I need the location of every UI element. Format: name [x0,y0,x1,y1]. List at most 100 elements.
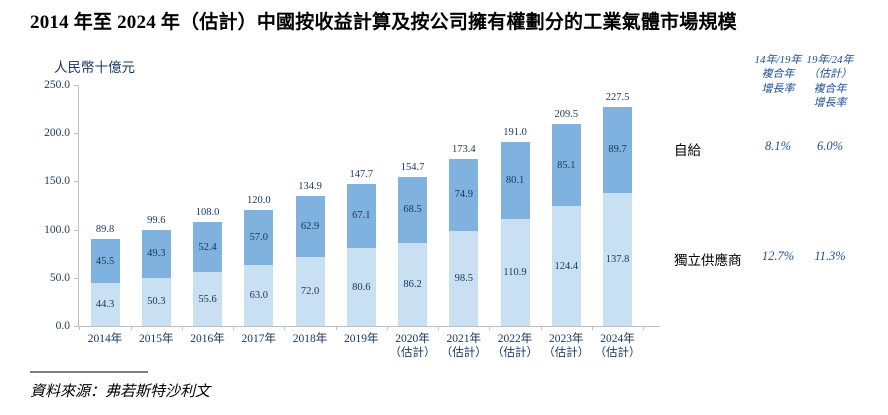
segment-value-label: 67.1 [352,210,371,222]
y-axis-line [78,85,79,326]
plot-area: 0.0 50.0 100.0 150.0 200.0 250.0 44.3 45.5 89.8 2… [44,79,660,359]
x-axis-label: 2016年 [190,333,225,345]
x-tick-mark [233,326,235,330]
x-axis-label: 2022年 （估計） [492,333,538,360]
bar-segment-independent: 110.9 [500,219,530,326]
cagr-table: 14年/19年 複合年 增長率 19年/24年 （估計） 複合年 增長率自給 8.1… [662,53,880,323]
x-tick-mark [181,326,183,330]
bar-total-label: 209.5 [554,109,579,121]
x-axis-label: 2020年 （估計） [389,333,436,360]
bar-segment-self-supply: 85.1 [551,124,581,207]
cagr-row-label: 自給 [674,143,701,158]
bar-segment-independent: 137.8 [603,193,632,326]
x-tick-mark [130,326,132,330]
bar-segment-independent: 44.3 [90,283,120,326]
x-axis-label: 2014年 [87,333,123,345]
y-tick-mark [74,277,78,279]
cagr-column-header: 19年/24年 （估計） 複合年 增長率 [806,54,854,109]
segment-value-label: 45.5 [95,255,115,267]
bar-total-label: 134.9 [298,180,322,192]
bar-segment-independent: 98.5 [449,231,479,326]
bar-segment-independent: 86.2 [398,242,427,326]
chart-title: 2014 年至 2024 年（估計）中國按收益計算及按公司擁有權劃分的工業氣體市… [30,12,737,33]
bar-segment-independent: 80.6 [346,248,376,326]
segment-value-label: 80.6 [352,281,371,293]
bar-segment-self-supply: 67.1 [346,183,376,249]
y-tick-label: 150.0 [44,175,70,188]
x-tick-mark [79,326,81,330]
segment-value-label: 137.8 [605,254,630,266]
bar-segment-independent: 63.0 [244,265,274,326]
bar-total-label: 154.7 [400,161,425,173]
bar-total-label: 89.8 [95,224,115,236]
y-tick-label: 200.0 [44,127,70,140]
x-tick-mark [643,326,645,330]
segment-value-label: 74.9 [454,189,473,201]
segment-value-label: 50.3 [147,296,166,308]
segment-value-label: 85.1 [557,159,576,171]
x-tick-mark [591,326,593,330]
x-tick-mark [540,326,542,330]
x-tick-mark [335,326,337,330]
bar-segment-self-supply: 49.3 [141,230,171,278]
segment-value-label: 80.1 [505,174,525,186]
cagr-column-header: 14年/19年 複合年 增長率 [754,54,802,95]
bar-total-label: 191.0 [503,126,527,138]
bar-total-label: 147.7 [349,168,374,180]
x-axis-line [78,326,660,327]
x-tick-mark [489,326,491,330]
y-tick-mark [74,181,78,183]
x-axis-label: 2015年 [139,333,174,345]
y-tick-mark [74,229,78,231]
segment-value-label: 124.4 [554,260,579,272]
bar-segment-self-supply: 89.7 [603,106,632,194]
bar-total-label: 108.0 [195,206,220,218]
segment-value-label: 49.3 [147,248,166,260]
segment-value-label: 44.3 [95,299,115,311]
bar-segment-self-supply: 74.9 [449,158,479,232]
cagr-value: 6.0% [816,139,844,153]
segment-value-label: 52.4 [198,241,217,253]
bar-total-label: 120.0 [246,195,271,207]
y-tick-label: 0.0 [55,320,70,332]
x-axis-label: 2019年 [344,333,379,345]
cagr-value: 8.1% [764,139,792,153]
bar-total-label: 173.4 [451,143,476,155]
y-tick-mark [74,326,78,327]
x-axis-label: 2017年 [241,333,277,345]
y-axis-unit-label: 人民幣十億元 [54,60,135,75]
segment-value-label: 72.0 [300,285,320,297]
x-axis-label: 2021年 （估計） [440,333,487,360]
x-axis-label: 2024年 （估計） [594,333,641,360]
y-tick-mark [74,133,78,135]
segment-value-label: 68.5 [403,204,422,216]
cagr-value: 11.3% [814,249,846,263]
x-axis-label: 2023年 （估計） [543,333,590,360]
bar-segment-independent: 50.3 [141,277,171,326]
source-text: 資料來源：弗若斯特沙利文 [30,384,211,400]
segment-value-label: 110.9 [503,267,527,279]
y-tick-label: 250.0 [44,79,70,91]
cagr-row-label: 獨立供應商 [674,253,742,268]
bar-total-label: 99.6 [147,215,166,226]
x-tick-mark [438,326,440,330]
segment-value-label: 57.0 [249,232,268,244]
source-divider [30,371,148,373]
x-tick-mark [386,326,388,330]
bar-total-label: 227.5 [605,91,630,103]
bar-segment-self-supply: 80.1 [500,141,530,220]
segment-value-label: 62.9 [300,220,320,232]
x-axis-label: 2018年 [292,333,328,345]
bar-segment-independent: 72.0 [295,256,325,326]
bar-segment-self-supply: 68.5 [398,176,427,243]
segment-value-label: 63.0 [249,290,268,302]
y-tick-label: 50.0 [49,271,70,284]
segment-value-label: 89.7 [608,144,627,156]
cagr-value: 12.7% [761,249,795,263]
segment-value-label: 86.2 [403,278,422,290]
bar-segment-self-supply: 45.5 [90,239,120,284]
bar-segment-independent: 124.4 [551,206,581,326]
bar-segment-self-supply: 52.4 [193,221,222,273]
bar-segment-self-supply: 57.0 [244,210,274,266]
